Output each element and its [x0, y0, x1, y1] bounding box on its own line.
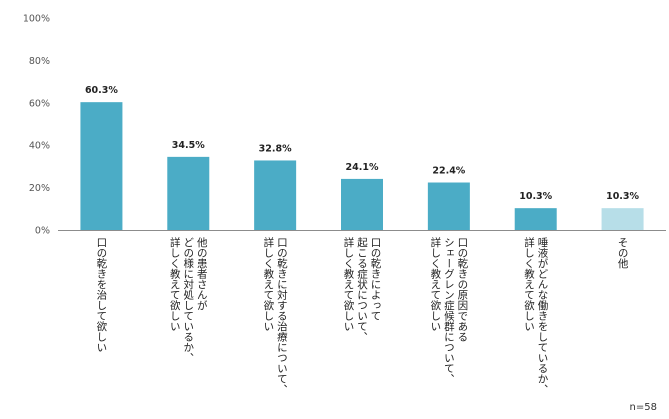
y-tick-label: 100%: [23, 14, 50, 25]
category-label-line: 詳しく教えて欲しい: [262, 236, 274, 331]
category-label-line: 詳しく教えて欲しい: [429, 236, 441, 331]
category-label-line: 起こる症状について、: [356, 237, 368, 342]
sample-size-note: n=58: [629, 402, 657, 413]
data-label: 22.4%: [432, 166, 465, 177]
category-label-line: どの様に対処しているか、: [182, 237, 194, 363]
category-label-line: 他の患者さんが: [196, 236, 208, 310]
bar: [254, 160, 297, 230]
y-axis: 0% 20% 40% 60% 80% 100%: [23, 14, 666, 237]
category-labels: 口の乾きを治して欲しい 他の患者さんがどの様に対処しているか、詳しく教えて欲しい口…: [95, 236, 628, 394]
data-label: 24.1%: [346, 162, 379, 173]
category-label-line: 詳しく教えて欲しい: [343, 236, 355, 331]
y-tick-label: 40%: [29, 141, 50, 152]
data-label: 10.3%: [606, 191, 639, 202]
category-label-line: その他: [617, 237, 629, 269]
category-label: 口の乾きを治して欲しい: [95, 237, 107, 353]
category-label-line: 口の乾きの原因である: [456, 237, 468, 342]
y-tick-label: 0%: [35, 226, 50, 237]
bar: [80, 102, 123, 230]
category-label-line: 唾液がどんな働きをしているか、: [536, 237, 548, 395]
bar: [167, 156, 210, 230]
y-tick-label: 80%: [29, 56, 50, 67]
bar: [601, 208, 644, 230]
data-label: 32.8%: [259, 143, 292, 154]
category-label: 唾液がどんな働きをしているか、詳しく教えて欲しい: [523, 236, 549, 394]
category-label-line: 詳しく教えて欲しい: [523, 236, 535, 331]
y-tick-label: 20%: [29, 183, 50, 194]
category-label-line: 口の乾きに対する治療について、: [276, 237, 288, 395]
category-label-line: 口の乾きを治して欲しい: [95, 237, 107, 353]
bars: [80, 102, 644, 230]
bar: [514, 208, 557, 230]
data-label: 34.5%: [172, 140, 205, 151]
bar: [341, 178, 383, 230]
category-label: 口の乾きに対する治療について、詳しく教えて欲しい: [262, 236, 288, 394]
category-label: その他: [617, 237, 629, 269]
data-labels: 60.3% 34.5% 32.8% 24.1% 22.4% 10.3% 10.3%: [85, 85, 640, 202]
bar: [427, 182, 470, 230]
data-label: 10.3%: [519, 191, 552, 202]
data-label: 60.3%: [85, 85, 118, 96]
category-label-line: 詳しく教えて欲しい: [169, 236, 181, 331]
y-tick-label: 60%: [29, 98, 50, 109]
category-label-line: 口の乾きによって: [370, 237, 382, 321]
category-label-line: シェーグレン症候群について、: [443, 237, 455, 384]
